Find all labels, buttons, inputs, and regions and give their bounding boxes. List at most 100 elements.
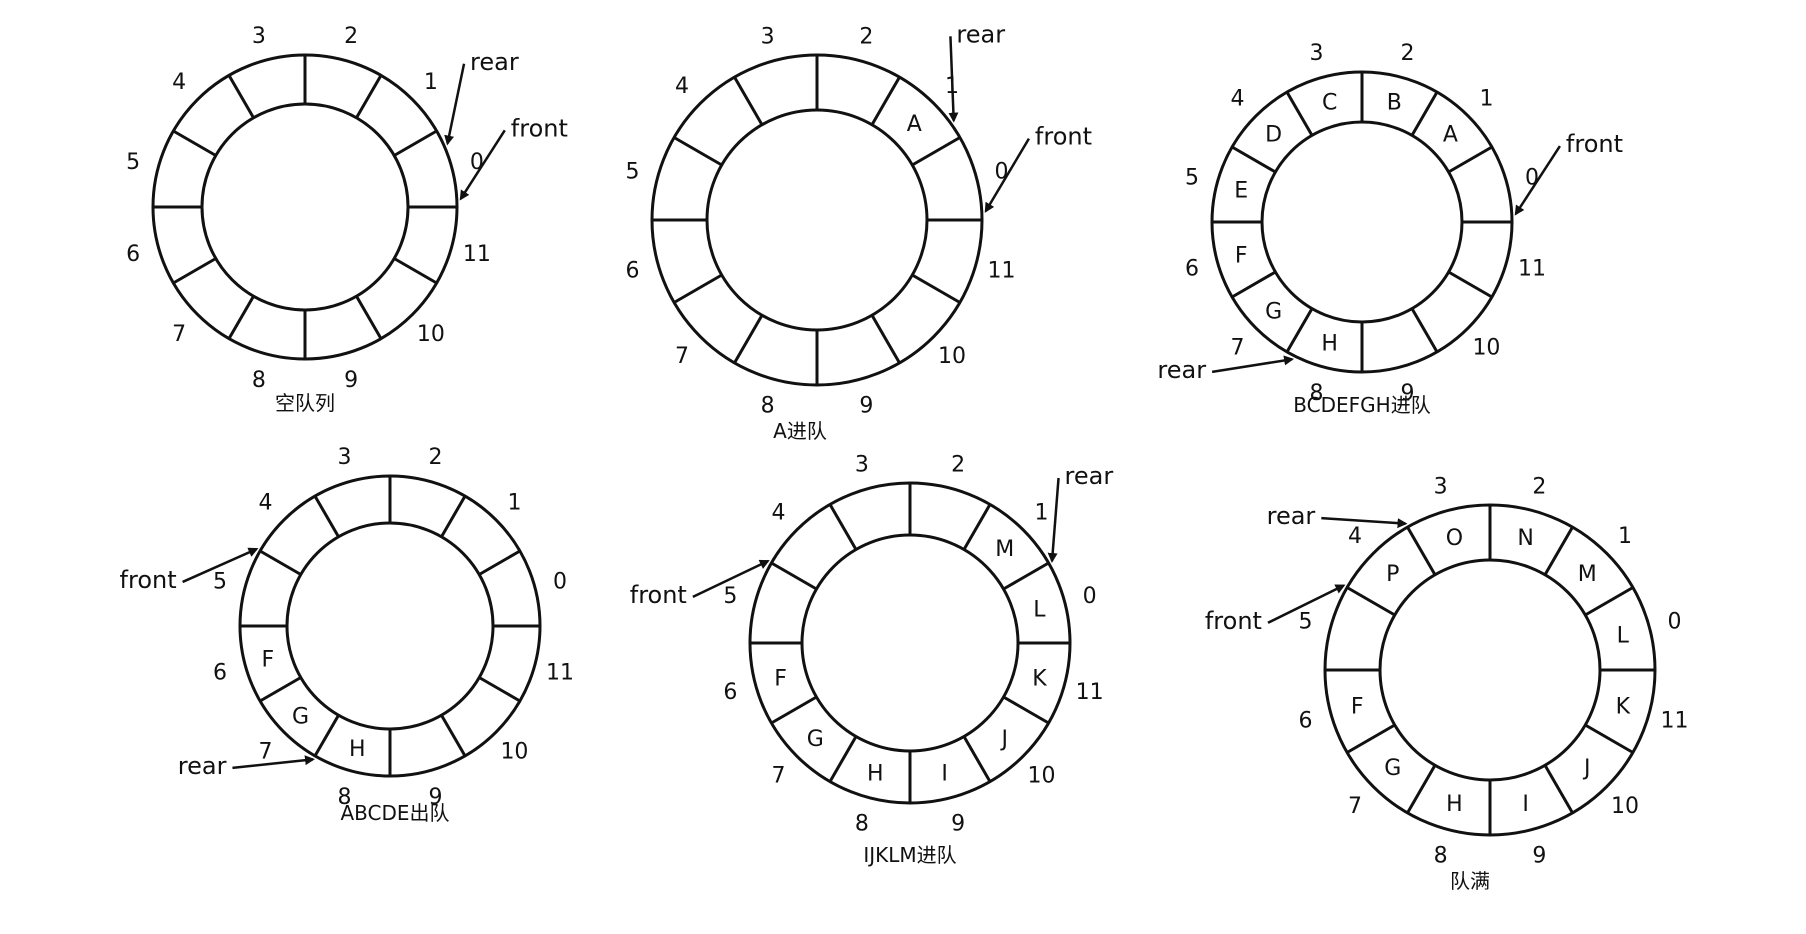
slot-divider [962, 735, 992, 783]
slot-number: 9 [1401, 381, 1415, 406]
queue-cell-value: P [1386, 562, 1399, 587]
slot-divider [870, 314, 901, 364]
slot-number: 6 [626, 258, 640, 283]
slot-number: 9 [344, 368, 358, 393]
slot-number: 10 [417, 322, 445, 347]
slot-number: 4 [1231, 87, 1245, 112]
slot-number: 11 [987, 258, 1015, 283]
diagram-caption: IJKLM进队 [863, 843, 956, 867]
slot-number: 4 [172, 70, 186, 95]
inner-ring [1260, 120, 1464, 324]
slot-divider [911, 136, 961, 167]
slot-divider [440, 495, 467, 538]
slot-divider [1002, 561, 1050, 591]
queue-diagram-4: 0 1 2 3 4 5 6 F 7G 8 H 9 10 11 front rear ABCDE出队 [120, 445, 574, 825]
slot-divider [1447, 270, 1493, 299]
rear-pointer-arrow [1321, 516, 1408, 529]
slot-number: 1 [1479, 87, 1493, 112]
inner-ring [1378, 558, 1602, 782]
slot-number: 2 [344, 24, 358, 49]
slot-divider [1002, 695, 1050, 725]
slot-number: 5 [1299, 610, 1313, 635]
slot-number: 8 [855, 812, 869, 837]
front-pointer-label: front [1205, 607, 1262, 635]
slot-divider [440, 714, 467, 757]
slot-number: 0 [553, 569, 567, 594]
slot-divider [478, 676, 521, 703]
slot-divider [355, 295, 383, 340]
slot-divider [172, 257, 217, 285]
slot-number: 10 [1028, 764, 1056, 789]
slot-divider [1285, 91, 1314, 137]
rear-pointer-label: rear [178, 752, 227, 780]
slot-number: 6 [126, 242, 140, 267]
front-pointer-arrow [1267, 584, 1346, 624]
slot-divider [1410, 307, 1439, 353]
queue-cell-value: J [1582, 756, 1591, 781]
slot-number: 3 [1434, 475, 1448, 500]
queue-cell-value: B [1387, 90, 1402, 115]
front-pointer-arrow [459, 129, 506, 201]
slot-number: 5 [1185, 165, 1199, 190]
queue-cell-value: F [1235, 243, 1248, 268]
slot-number: 10 [500, 739, 528, 764]
slot-number: 5 [126, 150, 140, 175]
inner-ring [800, 533, 1020, 753]
queue-cell-value: L [1033, 597, 1046, 622]
rear-pointer-label: rear [956, 20, 1005, 48]
slot-number: 2 [1532, 475, 1546, 500]
slot-divider [259, 549, 302, 576]
slot-divider [673, 136, 723, 167]
queue-cell-value: M [1578, 562, 1597, 587]
slot-divider [911, 273, 961, 304]
slot-divider [259, 676, 302, 703]
slot-divider [227, 74, 255, 119]
slot-number: 10 [938, 344, 966, 369]
diagram-caption: 队满 [1450, 869, 1490, 893]
slot-divider [393, 129, 438, 157]
slot-number: 2 [859, 25, 873, 50]
rear-pointer-arrow [232, 755, 315, 770]
slot-divider [770, 695, 818, 725]
slot-number: 1 [1035, 500, 1049, 525]
slot-number: 9 [951, 812, 965, 837]
rear-pointer-label: rear [470, 48, 519, 76]
slot-number: 11 [546, 661, 574, 686]
slot-number: 11 [1660, 708, 1688, 733]
queue-cell-value: A [1443, 123, 1458, 148]
slot-number: 11 [463, 242, 491, 267]
slot-number: 7 [675, 344, 689, 369]
slot-divider [172, 129, 217, 157]
slot-number: 4 [259, 491, 273, 516]
slot-number: 5 [723, 584, 737, 609]
rear-pointer-arrow [444, 63, 466, 146]
slot-number: 2 [951, 452, 965, 477]
slot-number: 4 [675, 74, 689, 99]
slot-number: 1 [1618, 524, 1632, 549]
diagram-caption: BCDEFGH进队 [1293, 393, 1430, 417]
slot-divider [870, 76, 901, 126]
slot-number: 0 [470, 150, 484, 175]
queue-diagram-1: 0 1 2 3 4 5 6 7 8 9 10 11 rear front 空队列 [126, 24, 568, 415]
slot-number: 1 [507, 491, 521, 516]
slot-number: 3 [337, 445, 351, 470]
queue-cell-value: F [774, 667, 787, 692]
slot-divider [770, 561, 818, 591]
front-pointer-arrow [1514, 145, 1561, 216]
slot-number: 9 [1532, 843, 1546, 868]
slot-number: 6 [1299, 708, 1313, 733]
front-pointer-label: front [630, 581, 687, 609]
slot-divider [1584, 586, 1634, 617]
queue-cell-value: G [1265, 299, 1282, 324]
queue-cell-value: C [1322, 90, 1337, 115]
front-pointer-arrow [692, 559, 770, 598]
slot-number: 4 [1348, 524, 1362, 549]
rear-pointer-arrow [1047, 477, 1060, 563]
queue-cell-value: A [907, 112, 922, 137]
slot-number: 6 [213, 661, 227, 686]
slot-divider [1543, 764, 1574, 814]
rear-pointer-label: rear [1157, 356, 1206, 384]
